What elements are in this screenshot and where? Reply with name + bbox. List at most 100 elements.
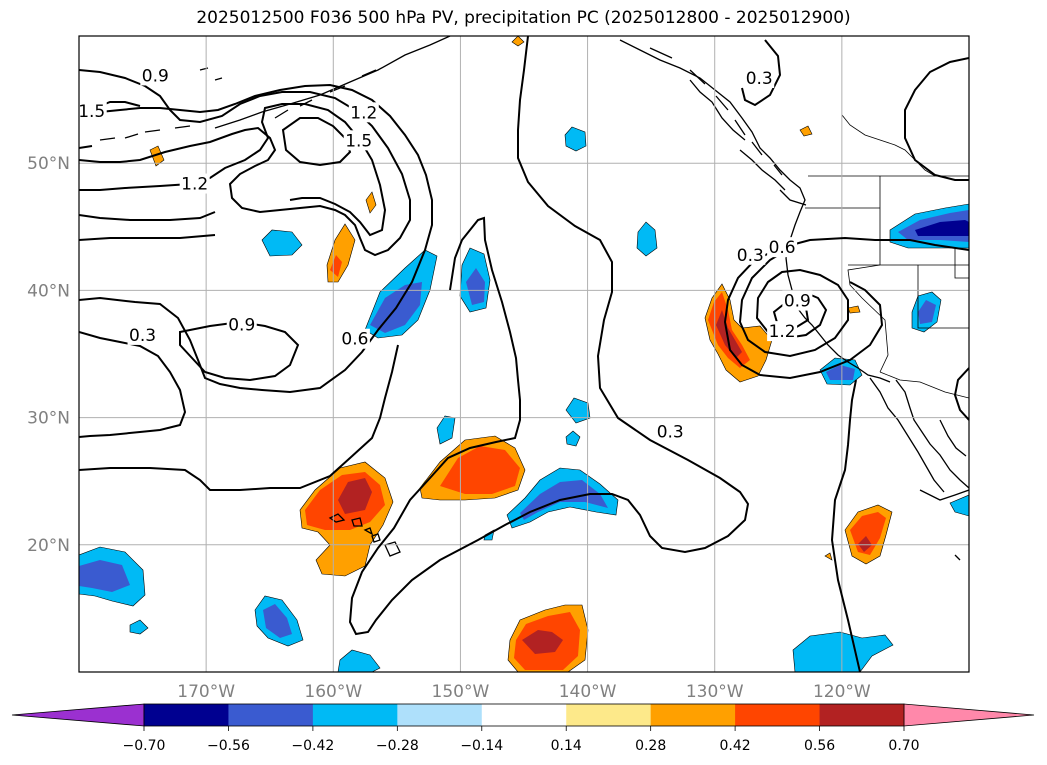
contour-label-bg <box>744 67 775 88</box>
colorbar-tick-label: −0.28 <box>376 738 419 754</box>
pv-contour <box>830 379 861 672</box>
map-frame <box>78 35 970 673</box>
contour-label-bg <box>782 290 813 311</box>
colorbar-tick-label: −0.70 <box>123 738 166 754</box>
contour-label: 0.3 <box>746 69 773 89</box>
precip-neg-area <box>565 430 581 447</box>
colorbar-segment <box>312 704 398 726</box>
pv-contour <box>348 36 750 636</box>
axis-tick-labels: 170°W 160°W 150°W 140°W 130°W 120°W 20°N 30°N 40… <box>27 154 871 702</box>
contour-label: 1.2 <box>769 322 796 342</box>
precip-neg-area <box>337 649 381 672</box>
precip-neg-darkcore <box>915 220 969 236</box>
precip-pos-darkcore <box>858 536 872 552</box>
lon-tick-label: 130°W <box>686 682 744 702</box>
precip-neg-core <box>826 365 855 380</box>
pv-contour <box>904 57 969 181</box>
contour-label-bg <box>767 237 798 258</box>
contour-label: 0.9 <box>784 292 811 312</box>
precip-neg-area <box>636 221 658 257</box>
lat-tick-label: 50°N <box>27 154 70 174</box>
pv-contour <box>741 39 782 107</box>
contour-label: 1.2 <box>350 103 377 123</box>
contour-label: 0.6 <box>341 330 368 350</box>
pv-contour <box>79 234 216 241</box>
pv-contour <box>79 211 216 221</box>
precip-pos-area <box>149 145 165 167</box>
colorbar-tick-label: −0.56 <box>207 738 250 754</box>
contour-label-bg <box>655 421 686 442</box>
political-borders <box>805 114 969 399</box>
lon-tick-label: 160°W <box>304 682 362 702</box>
contour-label: 0.3 <box>737 246 764 266</box>
contour-label-bg <box>140 65 171 86</box>
map-area: 0.91.51.21.21.50.90.3 0.60.30.3 0.60.91.20… <box>78 36 969 672</box>
colorbar-segment <box>397 704 483 726</box>
contour-label: 0.9 <box>142 66 169 86</box>
precipitation-shading <box>79 36 969 672</box>
precip-pos-area <box>511 36 525 47</box>
colorbar-segment <box>819 704 905 726</box>
contour-label-bg <box>226 314 257 335</box>
pv-contour <box>953 367 969 421</box>
pv-contour <box>738 247 849 358</box>
precip-pos-darkcore <box>716 310 742 358</box>
precip-neg-area <box>129 619 149 635</box>
pv-contour <box>79 69 411 257</box>
precip-pos-area <box>824 552 833 561</box>
lat-tick-label: 40°N <box>27 281 70 301</box>
pv-contour <box>723 236 969 380</box>
colorbar-segment <box>144 704 229 726</box>
precip-neg-area <box>792 631 894 672</box>
precip-neg-core <box>918 300 936 324</box>
contour-label: 0.6 <box>769 238 796 258</box>
contour-label: 0.3 <box>657 423 684 443</box>
contour-label: 1.5 <box>345 131 372 151</box>
colorbar-segment <box>228 704 314 726</box>
contour-label: 1.5 <box>78 102 105 122</box>
precip-neg-area <box>564 126 587 152</box>
contour-label-bg <box>339 328 370 349</box>
contour-label-bg <box>735 244 766 265</box>
contour-label-bg <box>179 173 210 194</box>
colorbar-extend-high <box>903 703 1035 727</box>
lon-tick-label: 150°W <box>432 682 490 702</box>
colorbar-tick-label: 0.56 <box>804 738 835 754</box>
contour-label-bg <box>767 321 798 342</box>
precip-pos-area <box>799 125 813 137</box>
precip-neg-core <box>263 604 292 638</box>
precip-pos-darkcore <box>338 478 372 514</box>
precip-neg-area <box>565 397 591 424</box>
colorbar-tick-label: −0.42 <box>291 738 334 754</box>
contour-label-bg <box>127 324 158 345</box>
colorbar-tick-label: 0.42 <box>720 738 751 754</box>
colorbar-tick-label: −0.14 <box>460 738 503 754</box>
precip-neg-core <box>466 268 485 305</box>
precip-neg-area <box>949 494 969 517</box>
precip-pos-darkcore <box>522 630 563 654</box>
lon-tick-label: 140°W <box>559 682 617 702</box>
contour-label-bg <box>343 130 374 151</box>
contour-label-bg <box>348 102 379 123</box>
lon-tick-label: 120°W <box>813 682 871 702</box>
colorbar-tick-label: 0.14 <box>551 738 582 754</box>
precip-neg-area <box>261 229 303 257</box>
contour-label: 0.9 <box>228 316 255 336</box>
gridlines <box>79 36 969 672</box>
contour-label: 0.3 <box>129 326 156 346</box>
colorbar-extend-low <box>11 703 145 727</box>
colorbar-segment <box>481 704 567 726</box>
colorbar-segment <box>566 704 652 726</box>
colorbar-segment <box>735 704 821 726</box>
pv-contour <box>281 117 352 167</box>
colorbar-outline <box>143 703 905 727</box>
colorbar: −0.70 −0.56 −0.42 −0.28 −0.14 0.14 0.28 0.42 0.5… <box>11 703 1035 754</box>
contour-label: 1.2 <box>181 175 208 195</box>
pv-contour <box>79 331 187 438</box>
precip-neg-core <box>79 560 130 592</box>
contour-labels: 0.91.51.21.21.50.90.3 0.60.30.3 0.60.91.20… <box>78 65 813 443</box>
colorbar-tick-label: 0.70 <box>888 738 919 754</box>
colorbar-segment <box>650 704 736 726</box>
lon-tick-label: 170°W <box>177 682 235 702</box>
